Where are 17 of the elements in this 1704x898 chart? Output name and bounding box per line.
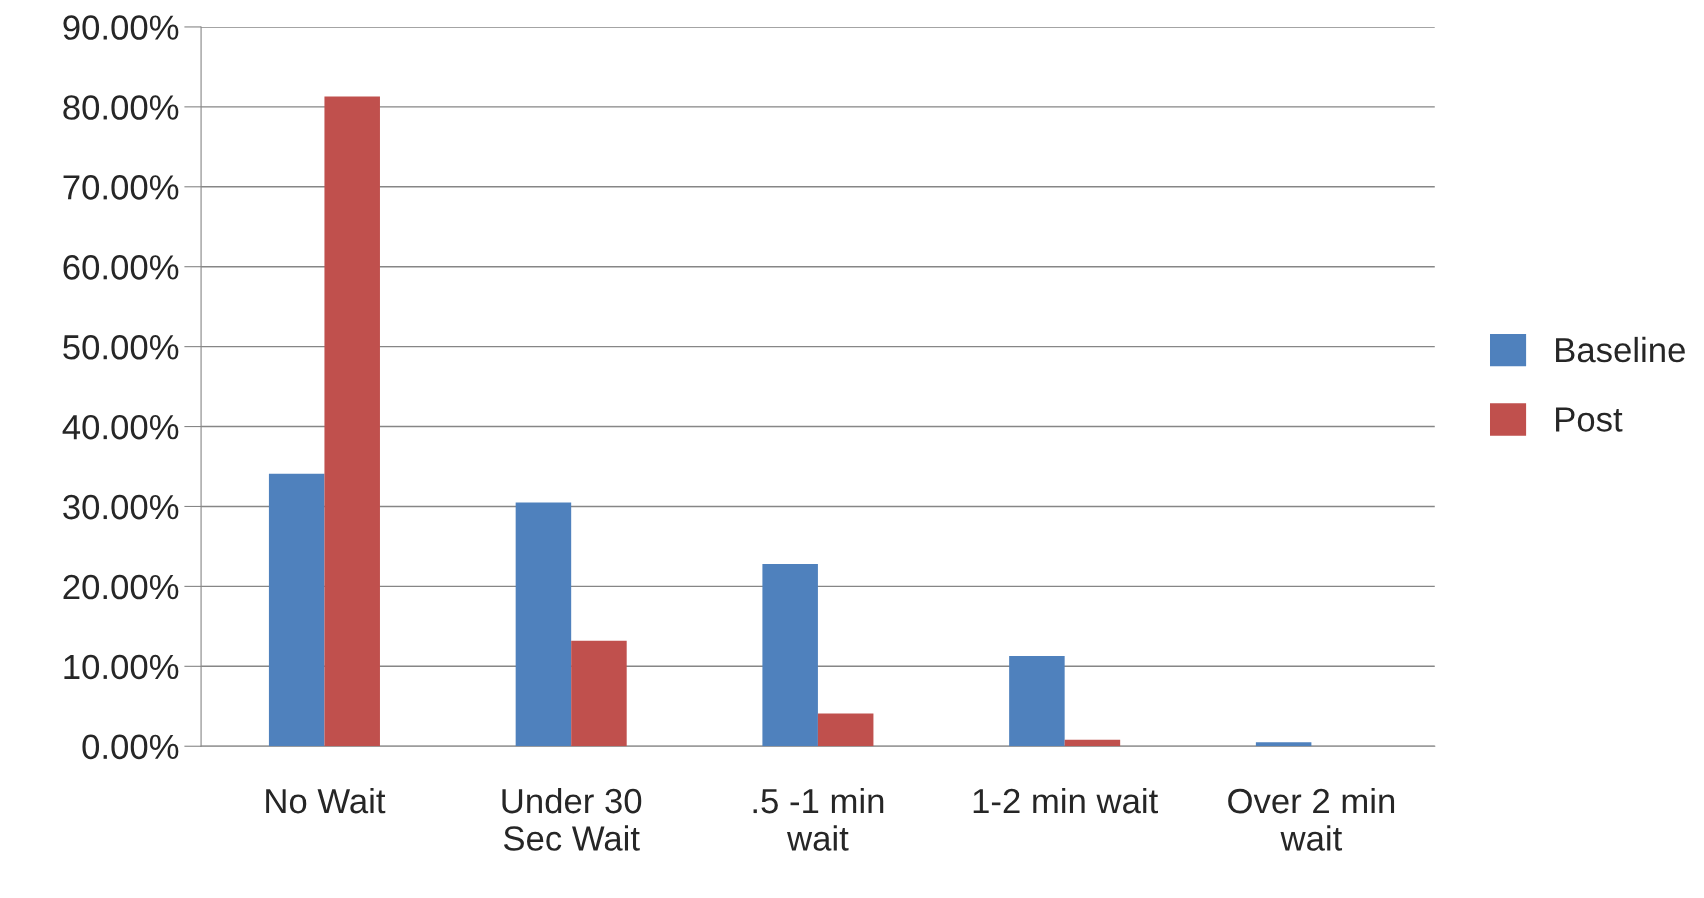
y-tick-label: 60.00% <box>63 255 179 280</box>
y-tick-label: 50.00% <box>63 334 179 360</box>
y-tick-label: 70.00% <box>63 175 179 200</box>
y-tick-label: 40.00% <box>62 414 179 440</box>
legend-label: Post <box>1556 407 1623 432</box>
y-tick-label: 0.00% <box>82 734 179 760</box>
x-tick-label: 1-2 min wait <box>973 787 1158 814</box>
x-tick-label: Over 2 min wait <box>1228 787 1395 851</box>
y-tick-label: 10.00% <box>64 654 179 680</box>
x-tick-label: Under 30 Sec Wait <box>502 787 642 851</box>
y-tick-label: 90.00% <box>63 15 179 40</box>
x-tick-label: .5 -1 min wait <box>753 787 884 851</box>
y-tick-label: 80.00% <box>63 95 179 120</box>
y-tick-label: 20.00% <box>63 574 179 600</box>
x-tick-label: No Wait <box>266 787 386 814</box>
legend-label: Baseline <box>1556 336 1685 363</box>
y-tick-label: 30.00% <box>63 494 179 520</box>
